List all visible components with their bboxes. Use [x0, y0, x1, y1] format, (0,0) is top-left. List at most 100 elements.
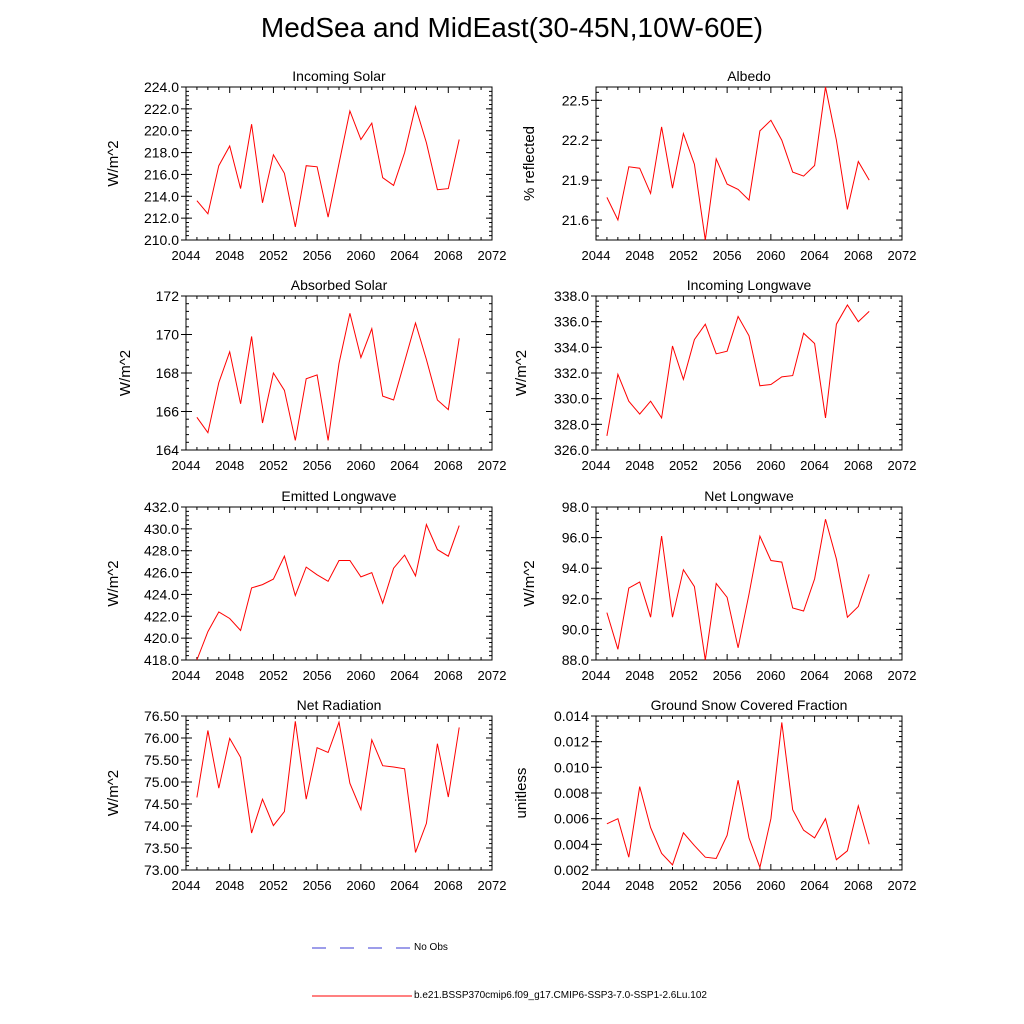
chart-7-ylabel: unitless	[513, 768, 530, 819]
chart-4-ytick-label: 418.0	[144, 652, 179, 668]
chart-5-xtick-label: 2052	[669, 668, 698, 683]
chart-3-xtick-label: 2052	[669, 458, 698, 473]
chart-panel-0: 2044 2048 2052 2056 2060 2064 2068 2072 210.0 212…	[105, 68, 506, 263]
chart-3-ytick-label: 328.0	[554, 416, 589, 432]
chart-7-xtick-label: 2068	[844, 878, 873, 893]
chart-2-ytick-label: 170	[156, 327, 180, 343]
chart-4-series-line-0	[196, 522, 460, 661]
chart-2-xtick-label: 2072	[478, 458, 507, 473]
chart-7-ytick-label: 0.004	[554, 836, 589, 852]
chart-5-frame	[595, 506, 903, 661]
chart-4-xtick-label: 2068	[434, 668, 463, 683]
chart-5-ytick-label: 88.0	[562, 652, 589, 668]
chart-7-ytick-label: 0.014	[554, 708, 589, 724]
chart-5-xtick-label: 2060	[756, 668, 785, 683]
chart-6-ytick-label: 76.50	[144, 708, 179, 724]
chart-2-ylabel: W/m^2	[117, 350, 134, 396]
chart-3-xtick-label: 2048	[625, 458, 654, 473]
chart-4-xtick-label: 2060	[346, 668, 375, 683]
chart-2-xtick-label: 2060	[346, 458, 375, 473]
chart-0-ytick-label: 210.0	[144, 232, 179, 248]
chart-5-series-line-0	[606, 519, 870, 661]
chart-4-xtick-label: 2056	[303, 668, 332, 683]
chart-4-xtick-label: 2048	[215, 668, 244, 683]
chart-3-xtick-label: 2056	[713, 458, 742, 473]
chart-7-xtick-label: 2056	[713, 878, 742, 893]
figure-title: MedSea and MidEast(30-45N,10W-60E)	[260, 12, 764, 43]
chart-6-xtick-label: 2048	[215, 878, 244, 893]
chart-6-xtick-label: 2052	[259, 878, 288, 893]
chart-1-ytick-label: 21.9	[562, 172, 589, 188]
chart-0-xtick-label: 2060	[346, 248, 375, 263]
chart-6-ytick-label: 74.00	[144, 818, 179, 834]
chart-1-xtick-label: 2072	[888, 248, 917, 263]
chart-2-frame	[185, 295, 493, 451]
chart-7-ytick-label: 0.002	[554, 862, 589, 878]
chart-2-xtick-label: 2068	[434, 458, 463, 473]
chart-1-ytick-label: 22.5	[562, 92, 589, 108]
chart-0-ytick-label: 212.0	[144, 210, 179, 226]
chart-5-xtick-label: 2068	[844, 668, 873, 683]
chart-4-xtick-label: 2064	[390, 668, 419, 683]
chart-3-ytick-label: 332.0	[554, 365, 589, 381]
chart-5-xtick-label: 2056	[713, 668, 742, 683]
chart-4-xtick-label: 2044	[172, 668, 201, 683]
chart-6-series-line-0	[196, 720, 460, 853]
chart-1-xtick-label: 2048	[625, 248, 654, 263]
chart-6-ytick-label: 75.50	[144, 752, 179, 768]
chart-7-ytick-label: 0.006	[554, 811, 589, 827]
chart-5-ytick-label: 92.0	[562, 591, 589, 607]
chart-2-ytick-label: 168	[156, 365, 180, 381]
chart-0-xtick-label: 2056	[303, 248, 332, 263]
chart-4-ylabel: W/m^2	[105, 560, 122, 606]
chart-1-xtick-label: 2052	[669, 248, 698, 263]
chart-3-ytick-label: 334.0	[554, 339, 589, 355]
chart-3-series-line-0	[606, 304, 870, 436]
chart-4-xtick-label: 2052	[259, 668, 288, 683]
chart-2-xtick-label: 2052	[259, 458, 288, 473]
chart-4-xtick-label: 2072	[478, 668, 507, 683]
chart-0-ylabel: W/m^2	[105, 140, 122, 186]
chart-5-ytick-label: 98.0	[562, 499, 589, 515]
chart-6-xtick-label: 2068	[434, 878, 463, 893]
chart-0-ytick-label: 218.0	[144, 145, 179, 161]
chart-0-ytick-label: 224.0	[144, 79, 179, 95]
chart-panel-2: 2044 2048 2052 2056 2060 2064 2068 2072 164 166 16…	[117, 277, 506, 473]
chart-4-frame	[185, 506, 493, 661]
chart-5-xtick-label: 2044	[582, 668, 611, 683]
chart-4-ytick-label: 420.0	[144, 630, 179, 646]
chart-7-title: Ground Snow Covered Fraction	[651, 697, 848, 713]
chart-6-frame	[185, 715, 493, 871]
chart-6-ytick-label: 76.00	[144, 730, 179, 746]
chart-3-ytick-label: 336.0	[554, 314, 589, 330]
chart-0-xtick-label: 2052	[259, 248, 288, 263]
chart-0-xtick-label: 2068	[434, 248, 463, 263]
chart-1-xtick-label: 2068	[844, 248, 873, 263]
chart-0-ytick-label: 214.0	[144, 188, 179, 204]
chart-7-xtick-label: 2044	[582, 878, 611, 893]
chart-panel-5: 2044 2048 2052 2056 2060 2064 2068 2072 88.0 90.0…	[521, 488, 916, 683]
chart-4-ytick-label: 426.0	[144, 565, 179, 581]
chart-0-ytick-label: 216.0	[144, 166, 179, 182]
chart-6-ylabel: W/m^2	[105, 770, 122, 816]
chart-2-ytick-label: 172	[156, 288, 180, 304]
chart-3-ytick-label: 326.0	[554, 442, 589, 458]
chart-6-title: Net Radiation	[297, 697, 382, 713]
chart-5-ytick-label: 90.0	[562, 621, 589, 637]
chart-7-xtick-label: 2060	[756, 878, 785, 893]
chart-4-title: Emitted Longwave	[281, 488, 396, 504]
chart-7-series-line-0	[606, 722, 870, 870]
chart-1-xtick-label: 2044	[582, 248, 611, 263]
chart-7-xtick-label: 2064	[800, 878, 829, 893]
chart-panel-7: 2044 2048 2052 2056 2060 2064 2068 2072 0.002 0.0…	[513, 697, 916, 893]
chart-3-xtick-label: 2072	[888, 458, 917, 473]
chart-3-xtick-label: 2044	[582, 458, 611, 473]
chart-2-xtick-label: 2056	[303, 458, 332, 473]
chart-5-ylabel: W/m^2	[521, 560, 538, 606]
chart-3-xtick-label: 2068	[844, 458, 873, 473]
chart-5-xtick-label: 2048	[625, 668, 654, 683]
chart-panel-1: 2044 2048 2052 2056 2060 2064 2068 2072 21.6 21.9…	[521, 68, 916, 263]
chart-6-ytick-label: 73.00	[144, 862, 179, 878]
chart-2-title: Absorbed Solar	[291, 277, 388, 293]
